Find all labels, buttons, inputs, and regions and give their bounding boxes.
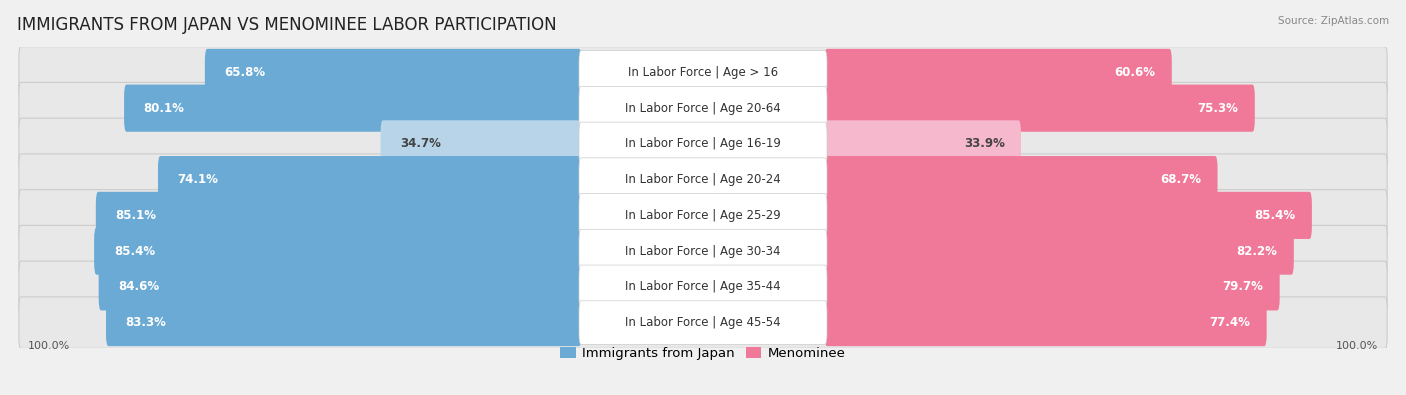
Text: 77.4%: 77.4%: [1209, 316, 1250, 329]
FancyBboxPatch shape: [18, 154, 1388, 205]
Text: In Labor Force | Age 20-64: In Labor Force | Age 20-64: [626, 102, 780, 115]
Text: IMMIGRANTS FROM JAPAN VS MENOMINEE LABOR PARTICIPATION: IMMIGRANTS FROM JAPAN VS MENOMINEE LABOR…: [17, 16, 557, 34]
Text: 68.7%: 68.7%: [1160, 173, 1201, 186]
Text: 34.7%: 34.7%: [401, 137, 441, 150]
FancyBboxPatch shape: [824, 85, 1254, 132]
Text: 85.4%: 85.4%: [114, 245, 155, 258]
Text: 33.9%: 33.9%: [965, 137, 1005, 150]
Legend: Immigrants from Japan, Menominee: Immigrants from Japan, Menominee: [555, 341, 851, 365]
FancyBboxPatch shape: [824, 49, 1171, 96]
FancyBboxPatch shape: [96, 192, 582, 239]
FancyBboxPatch shape: [579, 301, 827, 344]
FancyBboxPatch shape: [105, 299, 582, 346]
FancyBboxPatch shape: [824, 156, 1218, 203]
Text: In Labor Force | Age 30-34: In Labor Force | Age 30-34: [626, 245, 780, 258]
Text: 85.1%: 85.1%: [115, 209, 156, 222]
FancyBboxPatch shape: [579, 194, 827, 237]
Text: In Labor Force | Age 25-29: In Labor Force | Age 25-29: [626, 209, 780, 222]
Text: 60.6%: 60.6%: [1115, 66, 1156, 79]
Text: 100.0%: 100.0%: [28, 341, 70, 351]
FancyBboxPatch shape: [18, 83, 1388, 134]
FancyBboxPatch shape: [579, 122, 827, 166]
FancyBboxPatch shape: [824, 192, 1312, 239]
FancyBboxPatch shape: [18, 297, 1388, 348]
Text: 82.2%: 82.2%: [1237, 245, 1278, 258]
FancyBboxPatch shape: [824, 299, 1267, 346]
FancyBboxPatch shape: [124, 85, 582, 132]
FancyBboxPatch shape: [579, 265, 827, 308]
FancyBboxPatch shape: [18, 190, 1388, 241]
Text: 74.1%: 74.1%: [177, 173, 218, 186]
FancyBboxPatch shape: [381, 120, 582, 167]
Text: 100.0%: 100.0%: [1336, 341, 1378, 351]
Text: In Labor Force | Age 35-44: In Labor Force | Age 35-44: [626, 280, 780, 293]
Text: 79.7%: 79.7%: [1223, 280, 1264, 293]
Text: In Labor Force | Age > 16: In Labor Force | Age > 16: [628, 66, 778, 79]
Text: In Labor Force | Age 45-54: In Labor Force | Age 45-54: [626, 316, 780, 329]
FancyBboxPatch shape: [579, 51, 827, 94]
FancyBboxPatch shape: [579, 87, 827, 130]
FancyBboxPatch shape: [94, 228, 582, 275]
FancyBboxPatch shape: [824, 120, 1021, 167]
FancyBboxPatch shape: [18, 226, 1388, 277]
FancyBboxPatch shape: [824, 228, 1294, 275]
Text: 83.3%: 83.3%: [125, 316, 166, 329]
FancyBboxPatch shape: [18, 47, 1388, 98]
FancyBboxPatch shape: [98, 263, 582, 310]
FancyBboxPatch shape: [157, 156, 582, 203]
Text: In Labor Force | Age 20-24: In Labor Force | Age 20-24: [626, 173, 780, 186]
FancyBboxPatch shape: [579, 229, 827, 273]
Text: 84.6%: 84.6%: [118, 280, 159, 293]
FancyBboxPatch shape: [18, 261, 1388, 312]
FancyBboxPatch shape: [579, 158, 827, 201]
FancyBboxPatch shape: [824, 263, 1279, 310]
Text: In Labor Force | Age 16-19: In Labor Force | Age 16-19: [626, 137, 780, 150]
Text: 80.1%: 80.1%: [143, 102, 184, 115]
Text: 75.3%: 75.3%: [1198, 102, 1239, 115]
FancyBboxPatch shape: [18, 118, 1388, 169]
FancyBboxPatch shape: [205, 49, 582, 96]
Text: 65.8%: 65.8%: [225, 66, 266, 79]
Text: 85.4%: 85.4%: [1254, 209, 1296, 222]
Text: Source: ZipAtlas.com: Source: ZipAtlas.com: [1278, 16, 1389, 26]
